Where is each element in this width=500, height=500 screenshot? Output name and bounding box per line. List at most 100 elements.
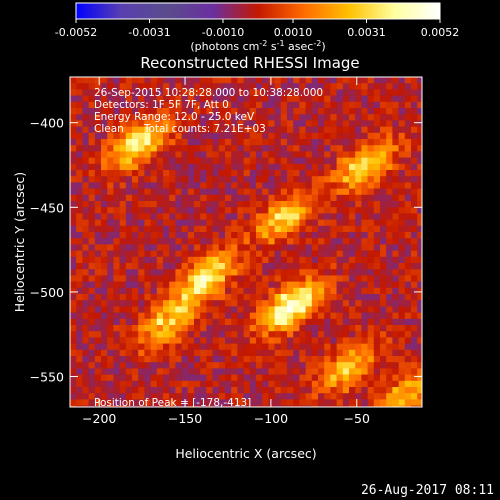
heat-pixel <box>367 275 375 282</box>
heat-pixel <box>82 374 89 382</box>
heat-pixel <box>212 182 220 189</box>
heat-pixel <box>386 182 393 189</box>
heat-pixel <box>293 349 300 357</box>
heat-pixel <box>194 331 201 338</box>
heat-pixel <box>212 374 220 382</box>
heat-pixel <box>349 362 356 369</box>
heat-pixel <box>132 368 139 375</box>
heat-pixel <box>311 176 319 183</box>
heat-pixel <box>144 349 151 357</box>
heat-pixel <box>299 225 306 233</box>
heat-pixel <box>392 356 399 363</box>
heat-pixel <box>163 145 170 152</box>
heat-pixel <box>200 393 207 400</box>
heat-pixel <box>280 120 288 127</box>
heat-pixel <box>119 176 127 183</box>
heat-pixel <box>225 139 232 146</box>
heat-pixel <box>404 213 412 220</box>
heat-pixel <box>175 287 182 295</box>
heat-pixel <box>212 145 220 152</box>
heat-pixel <box>280 170 288 177</box>
heat-pixel <box>243 380 251 388</box>
heat-pixel <box>132 275 139 282</box>
heat-pixel <box>82 176 89 183</box>
heat-pixel <box>225 145 232 152</box>
heat-pixel <box>88 101 96 109</box>
heat-pixel <box>169 219 176 227</box>
heat-pixel <box>194 275 201 282</box>
heat-pixel <box>212 238 220 245</box>
heat-pixel <box>311 238 319 245</box>
heat-pixel <box>76 281 83 289</box>
heat-pixel <box>274 126 282 134</box>
heat-pixel <box>299 219 306 227</box>
heat-pixel <box>336 256 344 264</box>
heat-pixel <box>361 151 368 158</box>
heat-pixel <box>349 225 356 233</box>
heat-pixel <box>70 269 77 276</box>
heat-pixel <box>138 225 145 233</box>
heat-pixel <box>262 114 269 121</box>
heat-pixel <box>94 194 102 202</box>
heat-pixel <box>287 89 294 96</box>
heat-pixel <box>411 89 418 96</box>
heat-pixel <box>280 281 288 289</box>
heat-pixel <box>262 269 269 276</box>
heat-pixel <box>392 349 399 357</box>
heat-pixel <box>342 306 350 313</box>
heat-pixel <box>342 325 350 332</box>
heat-pixel <box>342 275 350 282</box>
heat-pixel <box>163 287 170 295</box>
heat-pixel <box>138 213 145 220</box>
heat-pixel <box>138 312 145 320</box>
heat-pixel <box>417 343 422 351</box>
heat-pixel <box>225 263 232 270</box>
heat-pixel <box>380 250 387 258</box>
heat-pixel <box>218 263 226 270</box>
heat-pixel <box>156 356 164 363</box>
heat-pixel <box>268 101 275 109</box>
heat-pixel <box>311 287 319 295</box>
heat-pixel <box>342 194 350 202</box>
heat-pixel <box>342 176 350 183</box>
heat-pixel <box>119 170 127 177</box>
heat-pixel <box>324 343 331 351</box>
heat-pixel <box>411 325 418 332</box>
heat-pixel <box>206 312 213 320</box>
heat-pixel <box>392 362 399 369</box>
heat-pixel <box>194 132 201 140</box>
heat-pixel <box>181 337 189 344</box>
heat-pixel <box>386 387 393 394</box>
heat-pixel <box>206 163 213 171</box>
heat-pixel <box>380 244 387 251</box>
heat-pixel <box>237 163 244 171</box>
heat-pixel <box>404 120 412 127</box>
heat-pixel <box>293 163 300 171</box>
heat-pixel <box>212 405 220 407</box>
heat-pixel <box>82 287 89 295</box>
heat-pixel <box>163 263 170 270</box>
heat-pixel <box>200 318 207 326</box>
heat-pixel <box>231 256 238 264</box>
heat-pixel <box>206 281 213 289</box>
heat-pixel <box>392 139 399 146</box>
heat-pixel <box>76 256 83 264</box>
heat-pixel <box>169 213 176 220</box>
heat-pixel <box>231 269 238 276</box>
heat-pixel <box>237 170 244 177</box>
heat-pixel <box>386 188 393 196</box>
heat-pixel <box>76 201 83 208</box>
heat-pixel <box>107 163 114 171</box>
heat-pixel <box>125 318 133 326</box>
heat-pixel <box>392 312 399 320</box>
heat-pixel <box>349 306 356 313</box>
heat-pixel <box>249 145 257 152</box>
heat-pixel <box>113 151 120 158</box>
heat-pixel <box>200 157 207 165</box>
heat-pixel <box>342 108 350 115</box>
heat-pixel <box>392 120 399 127</box>
heat-pixel <box>386 362 393 369</box>
heat-pixel <box>404 318 412 326</box>
heat-pixel <box>138 294 145 301</box>
heat-pixel <box>194 126 201 134</box>
